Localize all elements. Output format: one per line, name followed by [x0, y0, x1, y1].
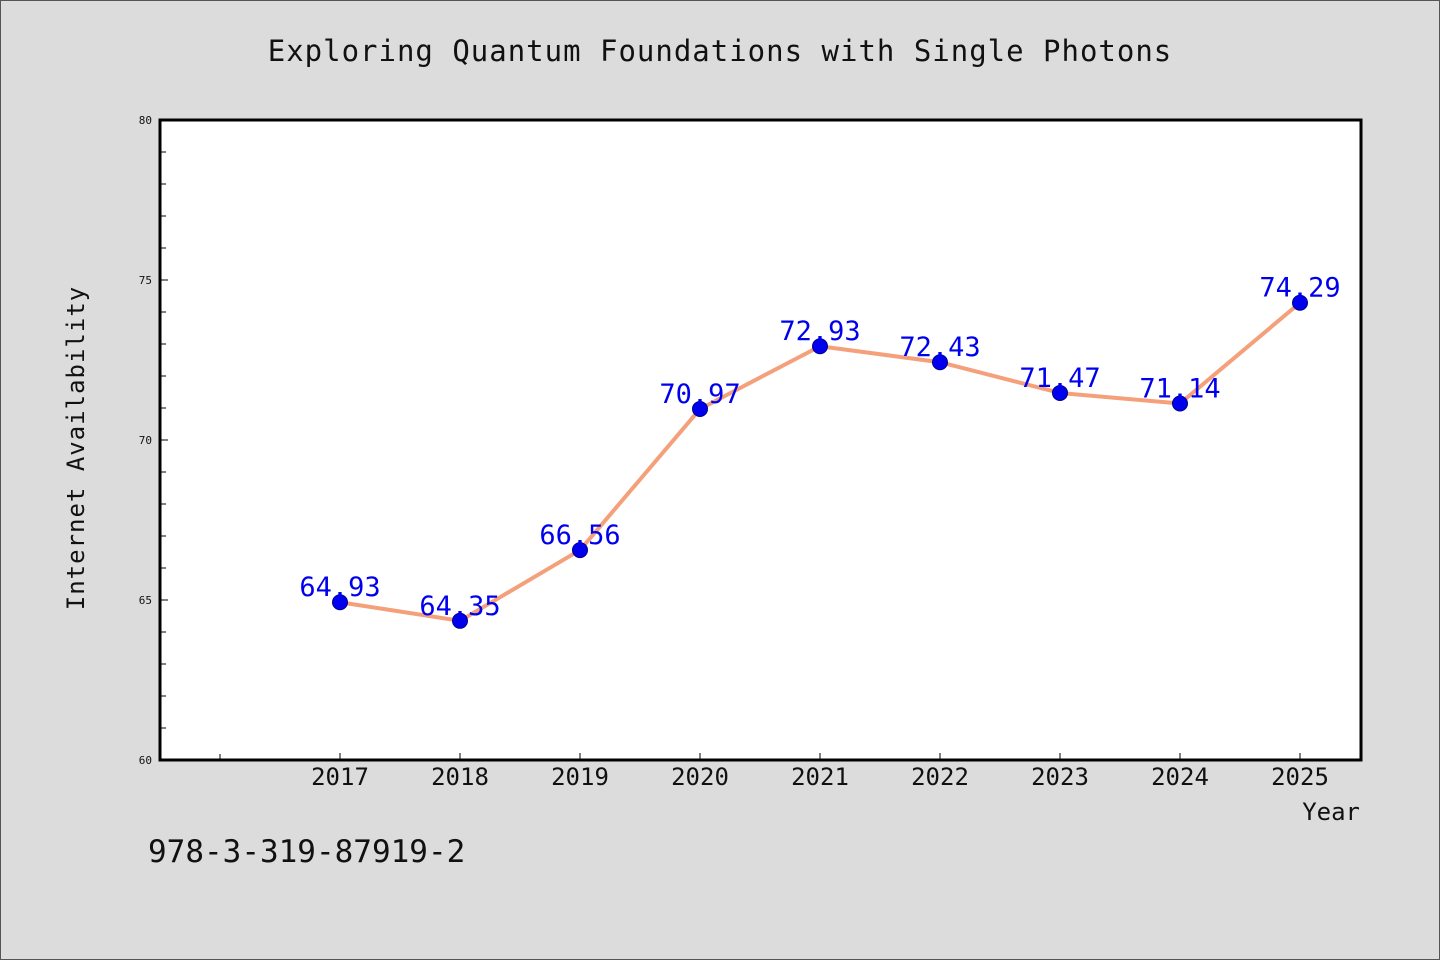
data-label: 70.97	[659, 379, 740, 410]
data-label: 66.56	[539, 520, 620, 551]
data-point	[572, 542, 588, 559]
y-tick-label: 70	[139, 434, 152, 447]
data-label: 64.93	[299, 572, 380, 603]
x-axis-label: Year	[1302, 798, 1360, 826]
data-point	[332, 594, 348, 611]
x-tick-label: 2017	[311, 763, 369, 791]
y-tick-label: 65	[139, 594, 152, 607]
isbn-text: 978-3-319-87919-2	[148, 834, 466, 870]
plot-area	[158, 118, 1363, 762]
x-tick-label: 2020	[671, 763, 729, 791]
data-point	[812, 338, 828, 355]
series-layer: 64.93 64.35 66.56 70.97 72.93 72.43 71.47 71.14…	[299, 273, 1341, 629]
data-point	[1052, 384, 1068, 401]
x-tick-label: 2025	[1271, 763, 1329, 791]
x-tick-label: 2023	[1031, 763, 1089, 791]
x-tick-label: 2022	[911, 763, 969, 791]
y-axis-label: Internet Availability	[62, 286, 90, 610]
data-point	[692, 400, 708, 417]
y-axis: 60 65 70 75 80	[139, 114, 168, 767]
data-label: 71.14	[1139, 374, 1220, 405]
x-tick-label: 2018	[431, 763, 489, 791]
x-axis: 2017 2018 2019 2020 2021 2022 2023 2024 2025	[219, 753, 1329, 791]
data-label: 64.35	[419, 591, 500, 622]
x-tick-label: 2019	[551, 763, 609, 791]
x-tick-label: 2021	[791, 763, 849, 791]
data-point	[452, 612, 468, 629]
data-point	[932, 354, 948, 371]
data-label: 71.47	[1019, 363, 1100, 394]
data-label: 72.93	[779, 316, 860, 347]
data-label: 74.29	[1259, 273, 1340, 304]
y-tick-label: 75	[139, 274, 152, 287]
y-tick-label: 80	[139, 114, 152, 127]
y-tick-label: 60	[139, 754, 152, 767]
data-point	[1292, 294, 1308, 311]
chart-title: Exploring Quantum Foundations with Singl…	[267, 34, 1173, 68]
data-point	[1172, 395, 1188, 412]
x-tick-label: 2024	[1151, 763, 1209, 791]
data-label: 72.43	[899, 332, 980, 363]
